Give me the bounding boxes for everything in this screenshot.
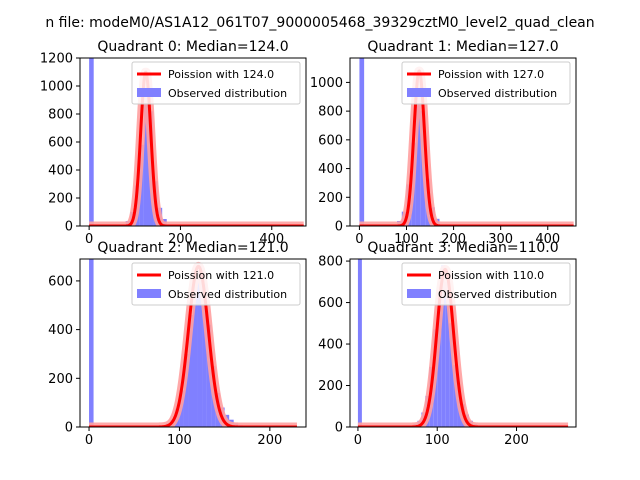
quadrant-0-legend-bar-swatch [137, 88, 161, 97]
quadrant-0-legend-label-observed: Observed distribution [168, 87, 287, 100]
quadrant-3-legend-label-poisson: Poission with 110.0 [438, 269, 544, 282]
quadrant-3-legend-label-observed: Observed distribution [438, 288, 557, 301]
quadrant-2-title: Quadrant 2: Median=121.0 [97, 240, 288, 256]
quadrant-1-y-tick-label: 800 [318, 105, 343, 120]
quadrant-2-histogram-bar [206, 324, 212, 427]
quadrant-0-title: Quadrant 0: Median=124.0 [97, 39, 288, 55]
quadrant-1-histogram-bar [359, 58, 365, 226]
quadrant-3-histogram-bar [441, 265, 446, 427]
quadrant-1-y-tick-label: 200 [318, 191, 343, 206]
quadrant-3-x-tick-label: 200 [504, 433, 529, 448]
quadrant-2-y-tick-label: 200 [48, 372, 73, 387]
quadrant-2-histogram-bar [193, 271, 198, 427]
quadrant-0-legend-box [131, 61, 301, 105]
quadrant-1-y-tick-label: 600 [318, 133, 343, 148]
quadrant-0-y-tick-label: 200 [48, 192, 73, 207]
quadrant-1-legend-bar-swatch [407, 88, 431, 97]
quadrant-1-y-tick-label: 0 [335, 220, 343, 235]
quadrant-0-x-tick-label: 400 [259, 232, 284, 247]
quadrant-2-x-tick-label: 200 [257, 433, 282, 448]
quadrant-0-y-tick-label: 1000 [40, 80, 73, 95]
quadrant-3-title: Quadrant 3: Median=110.0 [367, 240, 558, 256]
quadrant-2-axes-frame [79, 258, 307, 428]
quadrant-0-y-tick-label: 0 [65, 220, 73, 235]
quadrant-0-y-tick-label: 1200 [40, 52, 73, 67]
quadrant-1-x-tick-label: 100 [394, 232, 419, 247]
quadrant-0-histogram-bar [143, 81, 149, 226]
quadrant-3-x-tick-label: 100 [425, 433, 450, 448]
quadrant-3-histogram-bar [449, 323, 454, 427]
quadrant-2-x-tick-label: 0 [85, 433, 93, 448]
quadrant-2-histogram-bar [197, 266, 203, 427]
quadrant-1-y-tick-label: 1000 [310, 76, 343, 91]
quadrant-2-y-tick-label: 600 [48, 274, 73, 289]
quadrant-3-y-tick-label: 400 [318, 338, 343, 353]
quadrant-1-x-tick-label: 200 [441, 232, 466, 247]
quadrant-2-x-tick-label: 100 [167, 433, 192, 448]
quadrant-0-panel: 0 200 400 0 200 400 600 800 1000 1200 Quadrant 0: … [40, 39, 307, 247]
quadrant-3-legend-bar-swatch [407, 289, 431, 298]
quadrant-2-legend-label-observed: Observed distribution [168, 288, 287, 301]
quadrant-1-legend-label-observed: Observed distribution [438, 87, 557, 100]
quadrant-3-y-tick-label: 0 [335, 421, 343, 436]
quadrant-1-legend-label-poisson: Poission with 127.0 [438, 68, 544, 81]
quadrant-0-y-tick-label: 600 [48, 136, 73, 151]
quadrant-3-histogram-bar [437, 294, 442, 427]
quadrant-2-legend-box [131, 262, 301, 306]
quadrant-1-y-tick-label: 400 [318, 162, 343, 177]
quadrant-3-panel: 0 100 200 0 200 400 600 800 Quadrant 3: Median=1… [318, 240, 577, 448]
quadrant-2-y-tick-label: 400 [48, 323, 73, 338]
quadrant-2-histogram-bar [202, 283, 207, 427]
quadrant-2-histogram-bar [183, 353, 189, 427]
quadrant-2-y-tick-label: 0 [65, 421, 73, 436]
quadrant-1-panel: 0 100 200 300 400 0 200 400 600 800 1000 Quadrant 1… [310, 39, 577, 247]
quadrant-2-legend-bar-swatch [137, 289, 161, 298]
quadrant-3-histogram-bar [445, 281, 450, 427]
quadrant-3-poisson-curve [356, 267, 570, 427]
quadrant-0-y-tick-label: 400 [48, 164, 73, 179]
quadrant-3-histogram-bar [453, 364, 458, 427]
quadrant-0-y-tick-label: 800 [48, 108, 73, 123]
quadrant-0-x-tick-label: 0 [85, 232, 93, 247]
quadrant-1-x-tick-label: 400 [535, 232, 560, 247]
quadrant-1-axes-frame [349, 57, 577, 227]
quadrant-2-histogram-bar [89, 259, 94, 427]
quadrant-3-x-tick-label: 0 [354, 433, 362, 448]
quadrant-3-y-tick-label: 800 [318, 255, 343, 270]
quadrant-3-legend-box [401, 262, 571, 306]
quadrant-3-axes-frame [349, 258, 577, 428]
quadrant-1-legend-box [401, 61, 571, 105]
quadrant-3-y-tick-label: 200 [318, 379, 343, 394]
quadrant-1-title: Quadrant 1: Median=127.0 [367, 39, 558, 55]
quadrant-1-x-tick-label: 300 [488, 232, 513, 247]
quadrant-3-histogram-bar [357, 259, 362, 427]
quadrant-1-histogram-bar [415, 80, 421, 226]
quadrant-2-histogram-bar [188, 315, 193, 427]
figure-title: n file: modeM0/AS1A12_061T07_9000005468_… [45, 15, 594, 31]
quadrant-0-legend-label-poisson: Poission with 124.0 [168, 68, 274, 81]
quadrant-1-x-tick-label: 0 [355, 232, 363, 247]
quadrant-0-histogram-bar [89, 58, 94, 226]
quadrant-2-legend-label-poisson: Poission with 121.0 [168, 269, 274, 282]
quadrant-3-y-tick-label: 600 [318, 296, 343, 311]
quadrant-3-plot-area [353, 259, 573, 427]
quadrant-0-x-tick-label: 200 [168, 232, 193, 247]
quadrant-2-panel: 0 100 200 0 200 400 600 Quadrant 2: Median=121.… [48, 240, 307, 448]
